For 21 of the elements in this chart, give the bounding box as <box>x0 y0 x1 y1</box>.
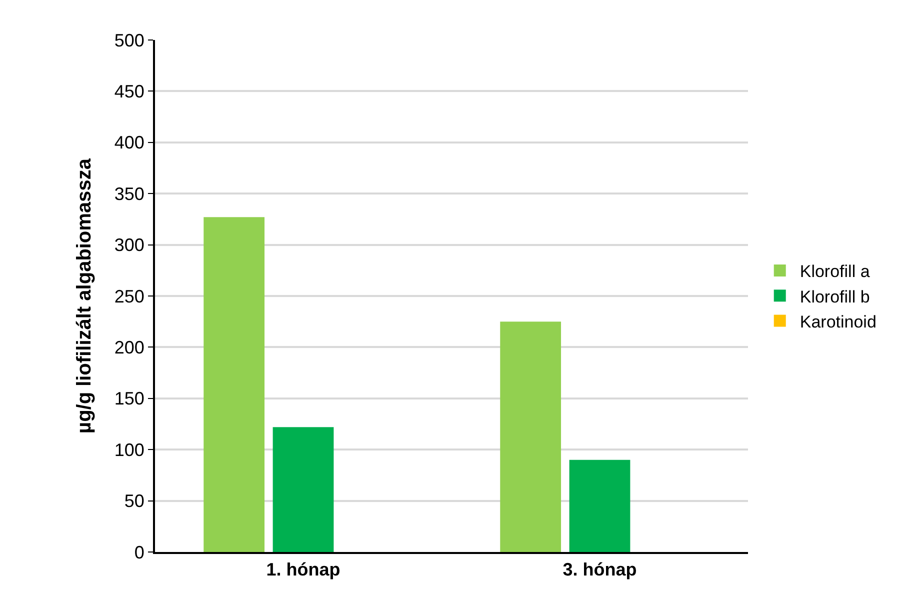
y-tick-label: 50 <box>124 491 144 512</box>
bar <box>204 217 265 552</box>
y-tick-label: 0 <box>134 542 144 562</box>
y-tick-label: 500 <box>114 30 144 50</box>
legend-label: Klorofill b <box>800 287 870 306</box>
y-tick-label: 450 <box>114 82 144 102</box>
bar <box>500 322 562 552</box>
legend-label: Karotinoid <box>800 312 876 332</box>
x-tick-label: 1. hónap <box>266 560 340 580</box>
y-axis-title: µg/g liofilizált algabiomassza <box>73 158 96 434</box>
legend-label: Klorofill a <box>800 262 870 282</box>
y-tick-label: 250 <box>114 286 144 306</box>
x-tick-label: 3. hónap <box>562 560 637 580</box>
y-tick-label: 300 <box>114 235 144 256</box>
y-tick-label: 100 <box>114 440 144 460</box>
y-tick-label: 350 <box>114 184 144 204</box>
y-tick-label: 200 <box>114 338 144 358</box>
y-tick-label: 150 <box>114 388 144 409</box>
bar <box>272 427 334 552</box>
bar <box>569 460 630 552</box>
y-tick-label: 400 <box>114 132 144 153</box>
